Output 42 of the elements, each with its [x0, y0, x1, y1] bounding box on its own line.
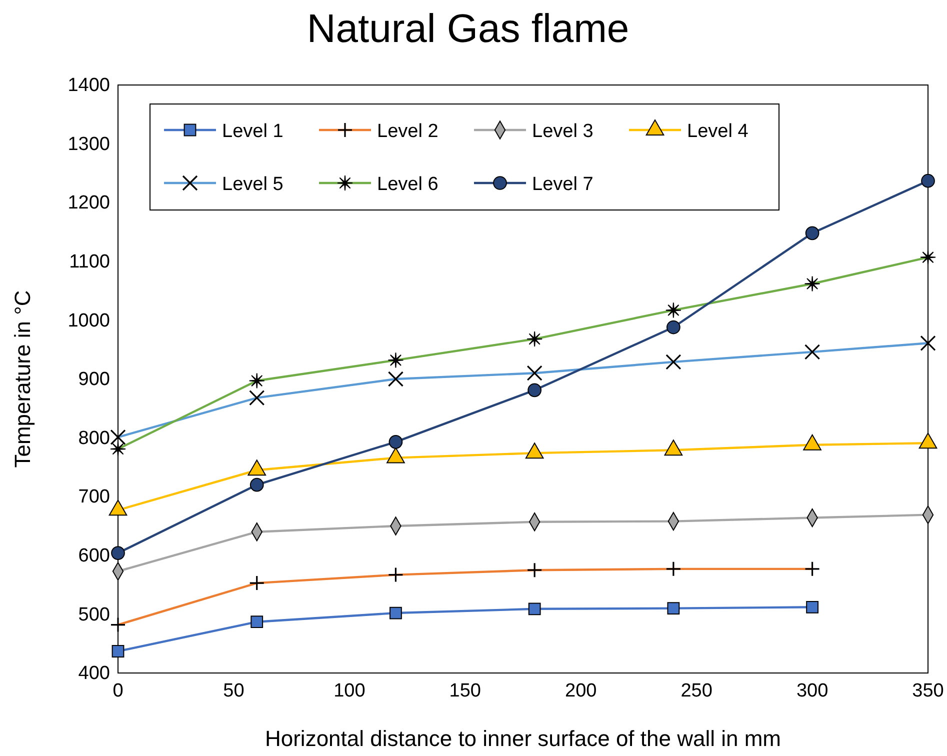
y-tick-label: 1100 — [69, 251, 110, 272]
x-tick-label: 300 — [796, 680, 828, 702]
point — [805, 226, 820, 240]
point — [921, 174, 935, 188]
x-tick-label: 50 — [223, 680, 244, 702]
x-axis-title: Horizontal distance to inner surface of the wall in mm — [264, 726, 782, 751]
legend-label: Level 1 — [222, 121, 284, 142]
point — [806, 600, 818, 614]
y-tick-label: 700 — [78, 486, 110, 508]
y-tick-label: 900 — [78, 369, 110, 390]
point — [250, 616, 264, 628]
x-tick-label: 100 — [334, 680, 366, 702]
legend-label: Level 7 — [532, 174, 594, 195]
x-tick-label: 250 — [680, 680, 712, 702]
point — [666, 320, 680, 334]
point — [250, 478, 264, 492]
point — [528, 383, 542, 398]
y-tick-label: 1400 — [68, 75, 110, 96]
y-tick-label: 1000 — [68, 310, 110, 332]
x-tick-label: 350 — [912, 680, 944, 702]
point — [528, 602, 541, 616]
x-tick-label: 150 — [449, 680, 481, 702]
chart-title: Natural Gas flame — [306, 7, 630, 51]
legend-label: Level 6 — [377, 174, 438, 195]
y-tick-label: 1300 — [68, 134, 110, 155]
y-tick-label: 1200 — [68, 192, 110, 214]
legend-label: Level 5 — [222, 174, 284, 195]
y-axis-title: Temperature in °C — [10, 290, 35, 468]
x-tick-label: 0 — [112, 680, 124, 702]
legend-label: Level 3 — [532, 121, 594, 142]
legend-label: Level 4 — [687, 121, 749, 142]
y-tick-label: 500 — [78, 604, 110, 626]
y-tick-label: 800 — [78, 428, 110, 449]
point — [112, 645, 124, 658]
y-tick-label: 600 — [78, 545, 110, 566]
point — [111, 546, 125, 560]
legend-label: Level 2 — [377, 121, 438, 142]
point — [667, 602, 680, 615]
y-tick-label: 400 — [78, 663, 110, 684]
point — [390, 606, 402, 620]
point — [388, 434, 403, 449]
x-tick-label: 200 — [565, 680, 597, 702]
